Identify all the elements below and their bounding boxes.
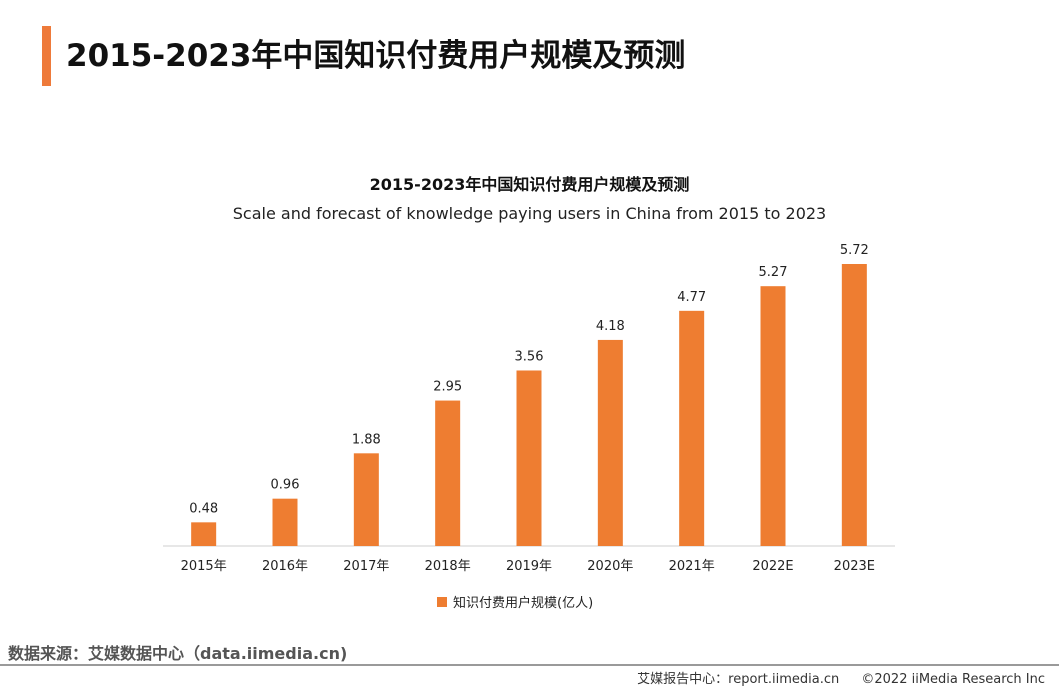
- value-label: 5.27: [759, 265, 788, 280]
- x-tick-label: 2017年: [343, 559, 389, 574]
- value-label: 5.72: [840, 243, 869, 258]
- bar-2016年: [272, 498, 298, 546]
- x-tick-label: 2021年: [669, 559, 715, 574]
- bar-chart: 0.48 0.96 1.88 2.95 3.56 4.18 4.77 5.27 5.72 201…: [163, 243, 895, 574]
- bar-2019年: [516, 370, 542, 546]
- footer: 艾媒报告中心：report.iimedia.cn ©2022 iiMedia R…: [619, 668, 1045, 687]
- x-tick-label: 2018年: [425, 559, 471, 574]
- chart-legend: 知识付费用户规模(亿人): [437, 592, 593, 611]
- x-tick-label: 2020年: [587, 559, 633, 574]
- x-tick-label: 2016年: [262, 559, 308, 574]
- bar-2023E: [841, 264, 867, 546]
- bar-2022E: [760, 286, 786, 546]
- footer-divider: [0, 664, 1059, 666]
- title-accent-bar: [42, 26, 51, 86]
- value-label: 0.48: [189, 501, 218, 516]
- value-label: 3.56: [515, 349, 544, 364]
- legend-swatch: [437, 596, 447, 607]
- footer-copyright: ©2022 iiMedia Research Inc: [861, 672, 1045, 687]
- value-label: 4.18: [596, 319, 625, 334]
- page-title: 2015-2023年中国知识付费用户规模及预测: [66, 38, 686, 74]
- x-tick-label: 2019年: [506, 559, 552, 574]
- x-tick-label: 2015年: [181, 559, 227, 574]
- bar-2015年: [191, 522, 217, 546]
- value-label: 1.88: [352, 432, 381, 447]
- footer-report-link[interactable]: 艾媒报告中心：report.iimedia.cn: [637, 672, 840, 687]
- legend-label: 知识付费用户规模(亿人): [453, 596, 594, 611]
- value-label: 4.77: [677, 290, 706, 305]
- data-source: 数据来源：艾媒数据中心（data.iimedia.cn): [8, 644, 348, 663]
- value-label: 2.95: [433, 380, 462, 395]
- bar-2017年: [353, 453, 379, 546]
- bar-2021年: [679, 310, 705, 546]
- bar-2018年: [435, 400, 461, 546]
- chart-title: 2015-2023年中国知识付费用户规模及预测: [369, 175, 690, 194]
- x-tick-label: 2023E: [834, 559, 875, 574]
- value-label: 0.96: [271, 478, 300, 493]
- bar-2020年: [597, 339, 623, 546]
- chart-subtitle: Scale and forecast of knowledge paying u…: [232, 204, 827, 223]
- x-tick-label: 2022E: [752, 559, 793, 574]
